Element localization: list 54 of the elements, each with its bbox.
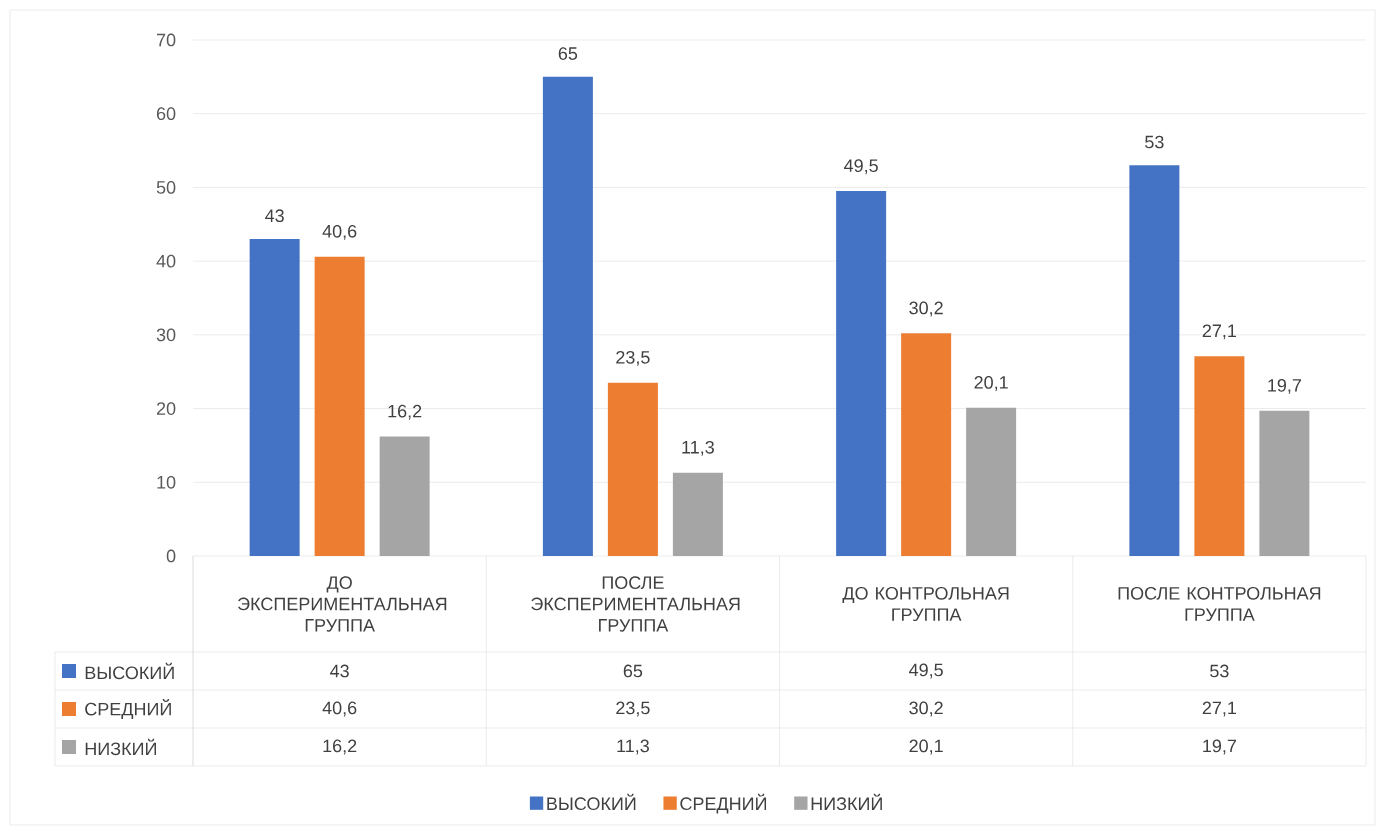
y-tick-label: 30 [156, 328, 176, 342]
x-tick-label: ДО КОНТРОЛЬНАЯ ГРУППА [842, 586, 1009, 622]
y-tick-label: 70 [156, 33, 176, 47]
data-label: 49,5 [909, 663, 943, 679]
text: 65 [558, 47, 578, 60]
text: НИЗКИЙ [85, 738, 156, 756]
y-tick-label: 40 [156, 254, 176, 268]
text: 23,5 [616, 350, 650, 366]
x-tick-label: ДО ЭКСПЕРИМЕНТАЛЬНАЯ ГРУППА [238, 576, 447, 632]
bar [542, 76, 593, 556]
bar [966, 407, 1017, 556]
bar [249, 239, 300, 556]
text: 19,7 [1268, 378, 1301, 394]
data-label: 27,1 [1202, 701, 1237, 717]
text: 16,2 [388, 404, 422, 420]
bar [607, 382, 658, 556]
text: 53 [1145, 135, 1164, 149]
bar [379, 436, 430, 556]
data-label: 65 [623, 664, 643, 678]
text: 40,6 [322, 224, 357, 240]
data-label: 23,5 [616, 701, 650, 717]
text: СРЕДНИЙ [680, 793, 767, 814]
bar [836, 191, 887, 556]
y-tick-label: 20 [156, 402, 176, 415]
legend-label: НИЗКИЙ [811, 793, 882, 811]
legend-label: ВЫСОКИЙ [85, 662, 174, 680]
data-label: 43 [330, 664, 349, 678]
y-tick-label: 60 [156, 107, 176, 121]
data-label: 16,2 [323, 739, 357, 755]
text: 49,5 [844, 159, 878, 175]
y-tick-label: 10 [157, 475, 176, 489]
x-tick-label: ПОСЛЕ ЭКСПЕРИМЕНТАЛЬНАЯ ГРУППА [531, 576, 740, 632]
bar [1259, 410, 1310, 556]
text: 27,1 [1202, 324, 1237, 340]
bar [672, 472, 723, 556]
bar [314, 256, 365, 556]
y-tick-label: 0 [166, 549, 176, 563]
bar [1194, 356, 1245, 556]
text: 20,1 [974, 376, 1008, 391]
text: 30,2 [909, 301, 943, 317]
bar [901, 333, 952, 556]
text: 43 [265, 209, 284, 223]
data-label: 53 [1210, 664, 1229, 678]
data-label: 40,6 [322, 701, 357, 717]
text: ВЫСОКИЙ [547, 793, 636, 811]
bar [1129, 165, 1180, 556]
data-label: 20,1 [909, 739, 943, 755]
y-tick-label: 50 [156, 181, 176, 194]
legend-label: СРЕДНИЙ [85, 699, 171, 719]
text: 11,3 [682, 440, 714, 456]
data-label: 11,3 [617, 739, 649, 755]
data-label: 30,2 [909, 701, 943, 717]
data-label: 19,7 [1203, 739, 1236, 755]
x-tick-label: ПОСЛЕ КОНТРОЛЬНАЯ ГРУППА [1118, 586, 1321, 622]
